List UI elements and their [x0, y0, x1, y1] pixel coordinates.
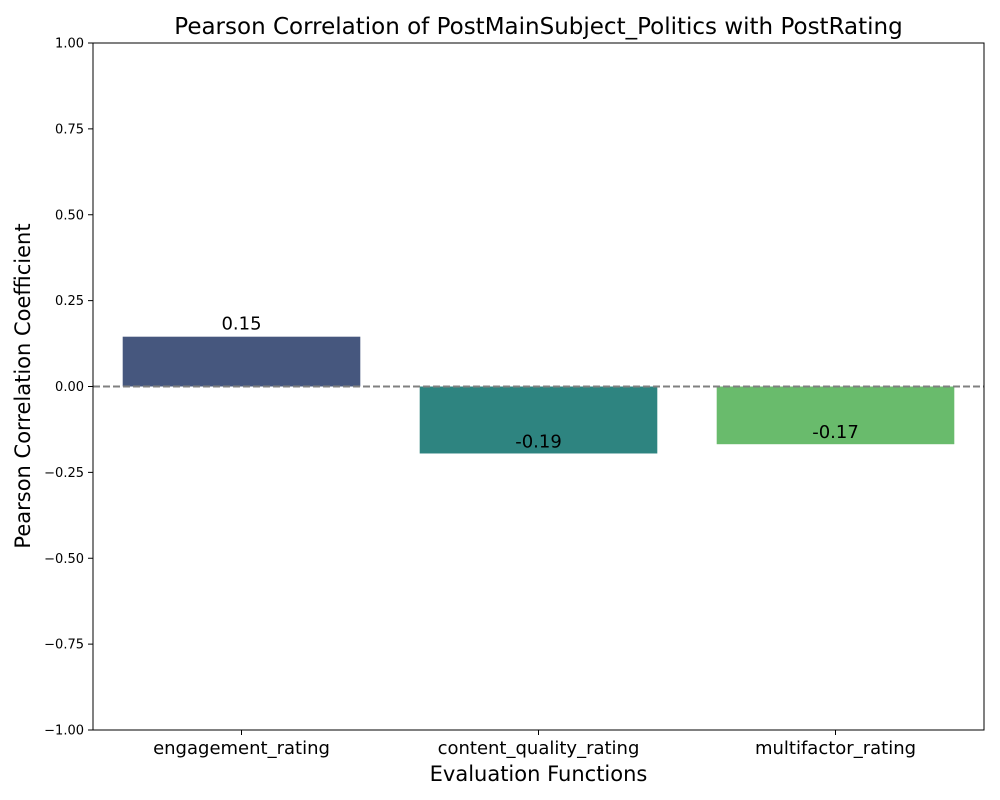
bars-group — [122, 336, 955, 454]
data-labels-group: 0.15 -0.19 -0.17 — [221, 314, 858, 453]
y-axis-title: Pearson Correlation Coefficient — [11, 223, 35, 548]
y-tick-label: 0.25 — [55, 294, 84, 309]
bar-content_quality_rating — [419, 386, 658, 454]
y-tick-label: 0.00 — [55, 380, 84, 395]
data-label-content_quality_rating: -0.19 — [515, 431, 562, 452]
y-tick-label: 0.75 — [55, 122, 84, 137]
bar-multifactor_rating — [716, 386, 955, 445]
y-axis-ticks: −1.00 −0.75 −0.50 −0.25 0.00 0.25 0.50 0.75 1.00 — [44, 37, 93, 739]
x-axis-ticks: engagement_rating content_quality_rating m… — [153, 730, 916, 759]
x-tick-label-multifactor_rating: multifactor_rating — [755, 738, 916, 759]
x-axis-title: Evaluation Functions — [430, 762, 648, 786]
y-tick-label: −0.75 — [44, 638, 84, 653]
bar-engagement_rating — [122, 336, 361, 387]
y-tick-label: 1.00 — [55, 37, 84, 52]
y-tick-label: −0.50 — [44, 552, 84, 567]
y-tick-label: −0.25 — [44, 466, 84, 481]
chart-title: Pearson Correlation of PostMainSubject_P… — [174, 14, 902, 40]
x-tick-label-engagement_rating: engagement_rating — [153, 738, 330, 759]
data-label-engagement_rating: 0.15 — [221, 314, 261, 335]
y-tick-label: 0.50 — [55, 208, 84, 223]
data-label-multifactor_rating: -0.17 — [812, 422, 859, 443]
x-tick-label-content_quality_rating: content_quality_rating — [438, 738, 640, 759]
y-tick-label: −1.00 — [44, 724, 84, 739]
